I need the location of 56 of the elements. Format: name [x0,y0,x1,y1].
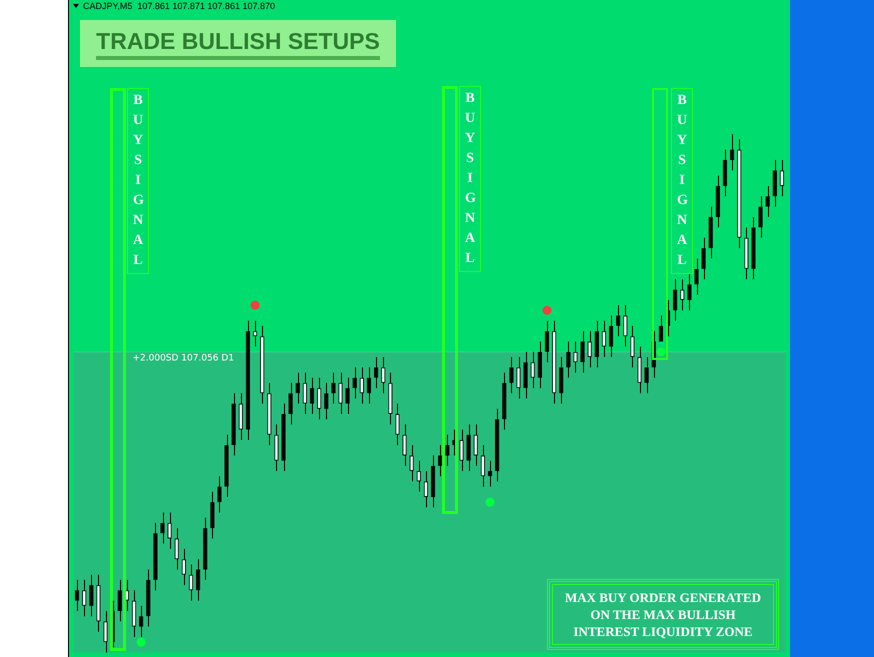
candlestick [167,512,172,550]
candlestick [139,605,144,638]
text: BUY SIGNAL [133,93,144,268]
candlestick [324,382,328,420]
point [486,498,495,507]
candlestick [252,320,258,348]
candlestick [538,340,542,389]
candlestick [210,491,214,539]
candlestick [588,330,592,368]
ref-line-label: +2.000SD 107.056 D1 [132,354,234,364]
candlestick [523,351,528,399]
candlestick [345,377,350,415]
text: BUY SIGNAL [465,91,476,266]
candlestick [118,579,122,622]
candlestick [296,372,300,404]
candlestick [566,340,570,378]
candlestick [616,304,620,337]
point [542,306,552,315]
candlestick [360,366,364,404]
candlestick [644,356,649,394]
candlestick [673,278,678,322]
candlestick [766,185,770,218]
annotation: MAX BUY ORDER GENERATED ON THE MAX BULLISH INTEREST LIQUIDITY ZONE [564,589,762,640]
candlestick [174,528,179,570]
candlestick [701,237,706,280]
candlestick [438,444,442,477]
candlestick [331,372,336,404]
candlestick [82,579,86,617]
candlestick [182,548,186,586]
candlestick [509,356,514,394]
candlestick [772,160,777,208]
candlestick [687,274,692,311]
candlestick [410,444,414,482]
point [250,300,260,310]
candlestick [188,564,194,602]
candlestick [352,366,357,399]
candlestick [381,356,386,394]
chart-title: TRADE BULLISH SETUPS [96,28,380,60]
candlestick [366,366,372,404]
text: BUY SIGNAL [677,93,688,268]
candlestick [317,377,322,420]
candlestick [466,424,471,472]
candlestick [623,304,628,348]
candlestick [445,434,450,466]
candlestick [238,392,243,440]
candlestick [416,460,421,492]
text: CADJPY,M5 107.861 107.871 107.861 107.870 [83,1,275,11]
point [656,347,666,356]
candlestick [288,382,293,425]
point [136,638,146,647]
candlestick [89,574,94,617]
candlestick [530,351,535,389]
candlestick [594,320,599,368]
candlestick [680,278,684,311]
candlestick [474,424,478,466]
candlestick [559,356,564,404]
